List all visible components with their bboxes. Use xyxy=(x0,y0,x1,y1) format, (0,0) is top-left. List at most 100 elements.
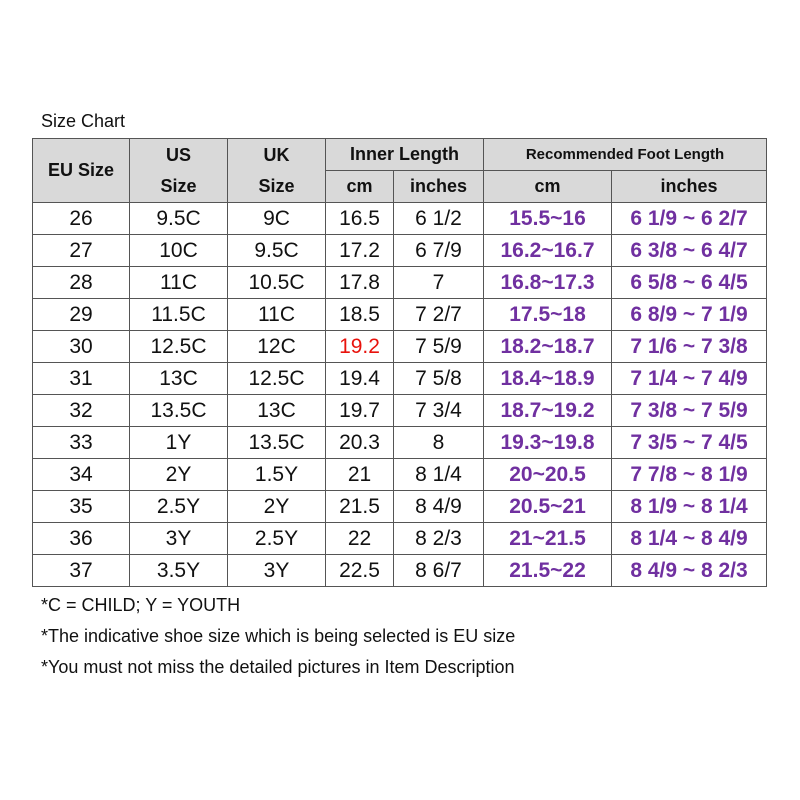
table-cell: 2.5Y xyxy=(129,490,228,523)
table-body: 26 9.5C 9C 16.5 6 1/2 15.5~16 6 1/9 ~ 6 2/7 27 1… xyxy=(32,202,767,587)
table-cell: 18.7~19.2 xyxy=(483,394,612,427)
table-cell: 11C xyxy=(227,298,326,331)
table-cell: 33 xyxy=(32,426,130,459)
table-cell: 6 3/8 ~ 6 4/7 xyxy=(611,234,767,267)
table-cell: 8 1/4 xyxy=(393,458,484,491)
table-cell: 12.5C xyxy=(227,362,326,395)
notes: *C = CHILD; Y = YOUTH *The indicative sho… xyxy=(32,590,766,683)
table-cell: 8 4/9 xyxy=(393,490,484,523)
table-cell: 15.5~16 xyxy=(483,202,612,235)
table-cell: 3Y xyxy=(129,522,228,555)
table-cell: 2.5Y xyxy=(227,522,326,555)
table-cell: 19.4 xyxy=(325,362,394,395)
table-cell: 16.5 xyxy=(325,202,394,235)
table-row: 34 2Y 1.5Y 21 8 1/4 20~20.5 7 7/8 ~ 8 1/9 xyxy=(32,458,767,491)
table-cell: 19.2 xyxy=(325,330,394,363)
table-cell: 16.8~17.3 xyxy=(483,266,612,299)
table-cell: 21 xyxy=(325,458,394,491)
header-cell: Recommended Foot Length xyxy=(483,138,767,171)
table-cell: 19.7 xyxy=(325,394,394,427)
table-cell: 7 7/8 ~ 8 1/9 xyxy=(611,458,767,491)
table-cell: 32 xyxy=(32,394,130,427)
table-cell: 18.4~18.9 xyxy=(483,362,612,395)
table-cell: 21.5 xyxy=(325,490,394,523)
size-table: EU Size US Size UK Size Inner Length Recom… xyxy=(32,138,767,587)
table-cell: 12.5C xyxy=(129,330,228,363)
table-cell: 7 xyxy=(393,266,484,299)
table-row: 33 1Y 13.5C 20.3 8 19.3~19.8 7 3/5 ~ 7 4/5 xyxy=(32,426,767,459)
table-row: 26 9.5C 9C 16.5 6 1/2 15.5~16 6 1/9 ~ 6 2/7 xyxy=(32,202,767,235)
table-cell: 13C xyxy=(227,394,326,427)
header-line: Size xyxy=(160,175,197,196)
table-cell: 30 xyxy=(32,330,130,363)
table-cell: 7 1/4 ~ 7 4/9 xyxy=(611,362,767,395)
header-cell: cm xyxy=(483,170,612,203)
table-cell: 21~21.5 xyxy=(483,522,612,555)
table-row: 30 12.5C 12C 19.2 7 5/9 18.2~18.7 7 1/6 ~ 7 3/… xyxy=(32,330,767,363)
table-cell: 18.5 xyxy=(325,298,394,331)
table-cell: 20.3 xyxy=(325,426,394,459)
table-cell: 7 1/6 ~ 7 3/8 xyxy=(611,330,767,363)
table-cell: 11C xyxy=(129,266,228,299)
table-cell: 13C xyxy=(129,362,228,395)
table-cell: 18.2~18.7 xyxy=(483,330,612,363)
table-cell: 22.5 xyxy=(325,554,394,587)
note: *You must not miss the detailed pictures… xyxy=(41,657,515,677)
table-cell: 6 5/8 ~ 6 4/5 xyxy=(611,266,767,299)
table-cell: 19.3~19.8 xyxy=(483,426,612,459)
table-cell: 6 7/9 xyxy=(393,234,484,267)
table-cell: 37 xyxy=(32,554,130,587)
header-cell: inches xyxy=(393,170,484,203)
table-row: 27 10C 9.5C 17.2 6 7/9 16.2~16.7 6 3/8 ~ 6 4/7 xyxy=(32,234,767,267)
header-cell: EU Size xyxy=(32,138,130,203)
table-cell: 8 xyxy=(393,426,484,459)
table-cell: 6 8/9 ~ 7 1/9 xyxy=(611,298,767,331)
header-line: UK xyxy=(263,144,290,165)
table-cell: 8 4/9 ~ 8 2/3 xyxy=(611,554,767,587)
table-cell: 6 1/9 ~ 6 2/7 xyxy=(611,202,767,235)
table-cell: 20.5~21 xyxy=(483,490,612,523)
table-cell: 34 xyxy=(32,458,130,491)
table-cell: 12C xyxy=(227,330,326,363)
table-cell: 16.2~16.7 xyxy=(483,234,612,267)
table-row: 31 13C 12.5C 19.4 7 5/8 18.4~18.9 7 1/4 ~ 7 4/… xyxy=(32,362,767,395)
table-cell: 11.5C xyxy=(129,298,228,331)
table-cell: 2Y xyxy=(129,458,228,491)
table-cell: 26 xyxy=(32,202,130,235)
table-cell: 8 1/4 ~ 8 4/9 xyxy=(611,522,767,555)
table-row: 32 13.5C 13C 19.7 7 3/4 18.7~19.2 7 3/8 ~ 7 5/… xyxy=(32,394,767,427)
table-row: 28 11C 10.5C 17.8 7 16.8~17.3 6 5/8 ~ 6 4/5 xyxy=(32,266,767,299)
table-row: 35 2.5Y 2Y 21.5 8 4/9 20.5~21 8 1/9 ~ 8 1/4 xyxy=(32,490,767,523)
table-row: 29 11.5C 11C 18.5 7 2/7 17.5~18 6 8/9 ~ 7 1/9 xyxy=(32,298,767,331)
table-cell: 1.5Y xyxy=(227,458,326,491)
table-cell: 8 1/9 ~ 8 1/4 xyxy=(611,490,767,523)
table-cell: 35 xyxy=(32,490,130,523)
table-cell: 31 xyxy=(32,362,130,395)
table-cell: 7 2/7 xyxy=(393,298,484,331)
table-cell: 13.5C xyxy=(129,394,228,427)
note: *C = CHILD; Y = YOUTH xyxy=(41,595,241,615)
header-cell: UK Size xyxy=(227,138,326,203)
table-cell: 10C xyxy=(129,234,228,267)
table-cell: 36 xyxy=(32,522,130,555)
table-cell: 28 xyxy=(32,266,130,299)
table-cell: 21.5~22 xyxy=(483,554,612,587)
size-chart: Size Chart EU Size US Size UK Size Inner L… xyxy=(32,108,767,683)
table-cell: 29 xyxy=(32,298,130,331)
table-cell: 10.5C xyxy=(227,266,326,299)
table-cell: 27 xyxy=(32,234,130,267)
table-cell: 7 5/8 xyxy=(393,362,484,395)
note: *The indicative shoe size which is being… xyxy=(41,626,516,646)
table-cell: 7 3/4 xyxy=(393,394,484,427)
table-cell: 20~20.5 xyxy=(483,458,612,491)
table-cell: 17.8 xyxy=(325,266,394,299)
table-row: 37 3.5Y 3Y 22.5 8 6/7 21.5~22 8 4/9 ~ 8 2/3 xyxy=(32,554,767,587)
table-cell: 9.5C xyxy=(227,234,326,267)
header-line: US xyxy=(165,144,191,165)
table-cell: 3.5Y xyxy=(129,554,228,587)
table-cell: 1Y xyxy=(129,426,228,459)
table-cell: 17.5~18 xyxy=(483,298,612,331)
table-cell: 7 5/9 xyxy=(393,330,484,363)
header-cell: Inner Length xyxy=(325,138,484,171)
